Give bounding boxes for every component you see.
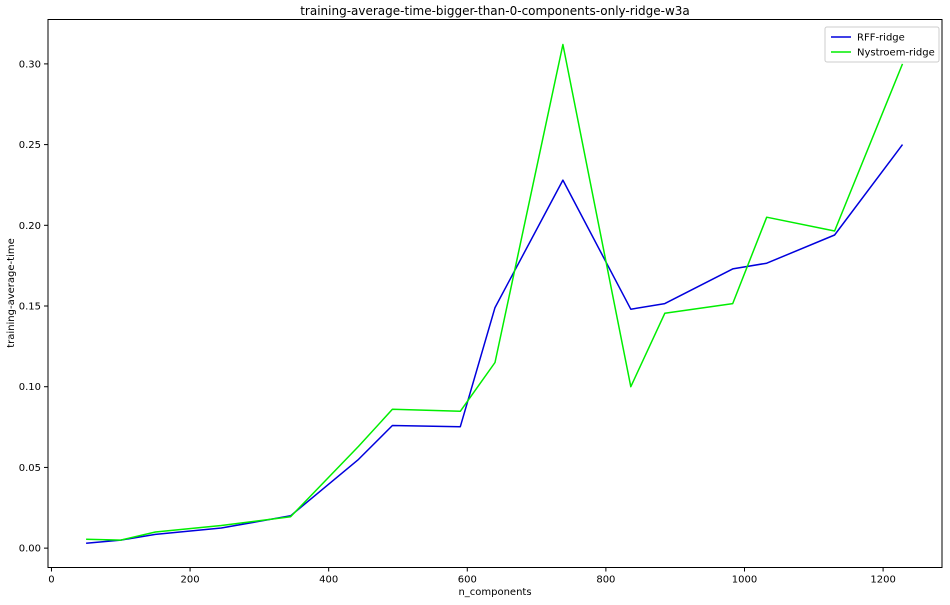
x-tick-label: 0 — [48, 575, 54, 586]
series-line-nystroem-ridge — [86, 43, 904, 541]
plot-area — [47, 19, 943, 568]
x-tick-label: 1000 — [732, 575, 757, 586]
x-tick-label: 200 — [181, 575, 200, 586]
chart-title: training-average-time-bigger-than-0-comp… — [300, 4, 690, 18]
legend-label-nystroem-ridge: Nystroem-ridge — [857, 48, 935, 59]
legend-label-rff-ridge: RFF-ridge — [857, 33, 905, 44]
x-tick-label: 800 — [596, 575, 615, 586]
series-line-rff-ridge — [86, 144, 904, 545]
x-tick-label: 400 — [319, 575, 338, 586]
series-layer — [86, 43, 904, 545]
y-axis-label: training-average-time — [6, 238, 17, 348]
legend: RFF-ridge Nystroem-ridge — [824, 26, 940, 63]
x-tick-label: 1200 — [870, 575, 895, 586]
y-tick-label: 0.15 — [19, 302, 41, 313]
y-tick-label: 0.30 — [19, 59, 41, 70]
legend-box — [824, 26, 940, 63]
y-tick-label: 0.20 — [19, 221, 41, 232]
y-tick-label: 0.25 — [19, 140, 41, 151]
y-axis-ticks: 0.00 0.05 0.10 0.15 0.20 0.25 0.30 — [19, 59, 48, 555]
y-tick-label: 0.10 — [19, 382, 41, 393]
y-tick-label: 0.05 — [19, 463, 41, 474]
x-tick-label: 600 — [458, 575, 477, 586]
x-axis-label: n_components — [458, 587, 531, 598]
x-axis-ticks: 0 200 400 600 800 1000 1200 — [48, 567, 896, 586]
y-tick-label: 0.00 — [19, 544, 41, 555]
